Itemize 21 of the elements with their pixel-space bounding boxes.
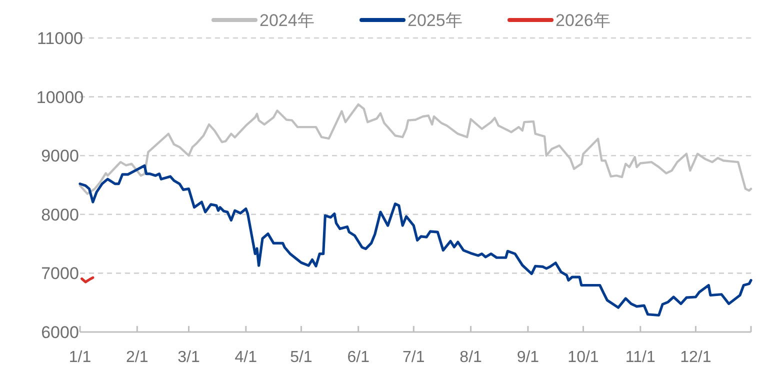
y-tick-label: 10000 — [36, 88, 84, 107]
x-tick-label: 5/1 — [290, 349, 312, 366]
y-tick-label: 9000 — [41, 146, 79, 166]
legend-label: 2025年 — [408, 11, 462, 30]
x-tick-label: 11/1 — [625, 349, 656, 366]
x-tick-label: 3/1 — [178, 349, 200, 366]
legend-label: 2024年 — [260, 11, 314, 30]
x-tick-label: 4/1 — [234, 349, 258, 366]
x-tick-label: 2/1 — [126, 349, 148, 366]
legend-label: 2026年 — [556, 11, 610, 30]
y-tick-label: 6000 — [41, 323, 79, 342]
x-tick-label: 7/1 — [402, 349, 425, 366]
x-tick-label: 1/1 — [68, 349, 92, 366]
x-tick-label: 8/1 — [460, 349, 482, 366]
x-tick-label: 6/1 — [347, 349, 370, 366]
y-tick-label: 8000 — [41, 205, 79, 224]
x-tick-label: 10/1 — [568, 349, 599, 366]
y-tick-label: 7000 — [41, 264, 79, 284]
x-tick-label: 9/1 — [516, 349, 540, 366]
y-tick-label: 11000 — [36, 29, 84, 48]
x-tick-label: 12/1 — [680, 349, 712, 366]
